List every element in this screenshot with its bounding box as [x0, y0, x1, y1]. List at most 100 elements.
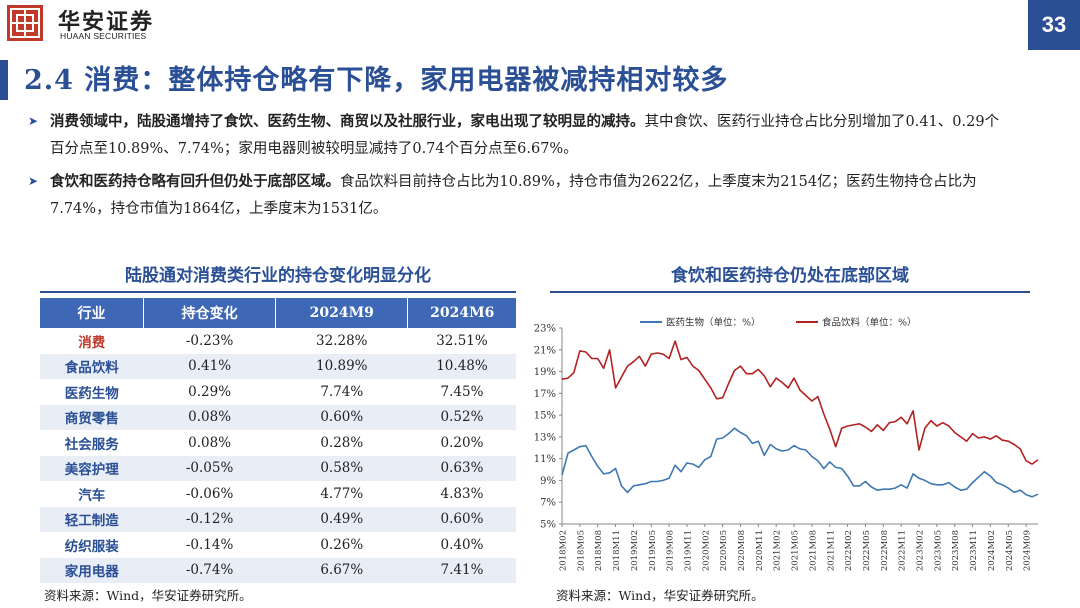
- cell-2024m9: 10.89%: [275, 353, 408, 379]
- chart-source: 资料来源：Wind，华安证券研究所。: [556, 588, 764, 603]
- table-row: 食品饮料 0.41% 10.89% 10.48%: [40, 353, 516, 379]
- table-row: 商贸零售 0.08% 0.60% 0.52%: [40, 404, 516, 430]
- table-header-row: 行业 持仓变化 2024M9 2024M6: [40, 298, 516, 328]
- brand-name: 华安证券: [58, 9, 155, 35]
- cell-2024m9: 0.60%: [275, 404, 408, 430]
- x-tick-label: 2023M08: [951, 530, 961, 571]
- table-source: 资料来源：Wind，华安证券研究所。: [44, 588, 252, 603]
- title-accent-bar: [0, 60, 8, 100]
- cell-2024m9: 4.77%: [320, 485, 364, 502]
- cell-industry: 家用电器: [40, 557, 144, 583]
- cell-2024m9: 0.49%: [275, 506, 408, 532]
- y-tick-label: 21%: [534, 345, 556, 356]
- cell-2024m6: 0.52%: [407, 404, 516, 430]
- col-header-industry: 行业: [40, 298, 145, 328]
- col-header-2024m9: 2024M9: [275, 298, 409, 328]
- cell-2024m6: 0.40%: [440, 536, 484, 553]
- cell-change: -0.14%: [185, 536, 234, 553]
- brand-name-en: HUAAN SECURITIES: [60, 31, 147, 41]
- table-row: 轻工制造 -0.12% 0.49% 0.60%: [40, 506, 516, 532]
- x-tick-label: 2019M05: [648, 530, 658, 571]
- cell-2024m9: 0.58%: [275, 455, 408, 481]
- x-tick-label: 2022M02: [844, 530, 854, 571]
- cell-change: 0.29%: [188, 383, 232, 400]
- x-tick-label: 2018M11: [612, 530, 622, 571]
- y-tick-label: 19%: [534, 367, 556, 378]
- bullet-arrow-icon: ➤: [28, 174, 39, 188]
- page-title: 2.4 消费：整体持仓略有下降，家用电器被减持相对较多: [24, 65, 729, 96]
- holdings-line-chart: 23% 21% 19% 17% 15% 13% 11% 9% 7% 5%2018M02 2018M0…: [534, 317, 1039, 571]
- cell-change: 0.41%: [143, 353, 276, 379]
- table-row: 医药生物 0.29% 7.74% 7.45%: [40, 379, 516, 405]
- table-title: 陆股通对消费类行业的持仓变化明显分化: [125, 266, 431, 286]
- x-tick-label: 2020M02: [701, 530, 711, 571]
- cell-2024m6: 7.45%: [440, 383, 484, 400]
- table-row: 纺织服装 -0.14% 0.26% 0.40%: [40, 532, 516, 558]
- x-tick-label: 2020M08: [737, 530, 747, 571]
- x-tick-label: 2021M02: [773, 530, 783, 571]
- x-tick-label: 2023M11: [969, 530, 979, 571]
- cell-industry: 纺织服装: [64, 538, 119, 555]
- cell-change: -0.12%: [143, 506, 276, 532]
- x-tick-label: 2021M05: [791, 530, 801, 571]
- series-line-food: [561, 340, 1039, 465]
- holdings-table: 行业 持仓变化 2024M9 2024M6 消费 -0.23% 32.28% 3…: [40, 298, 516, 583]
- cell-2024m9: 6.67%: [275, 557, 408, 583]
- cell-industry: 商贸零售: [40, 404, 144, 430]
- x-tick-label: 2020M11: [755, 530, 765, 571]
- col-header-2024m6: 2024M6: [407, 298, 516, 328]
- cell-2024m9: 0.28%: [320, 434, 364, 451]
- cell-2024m9: 7.74%: [320, 383, 364, 400]
- cell-2024m6: 7.41%: [407, 557, 516, 583]
- logo: [6, 4, 44, 42]
- bullet-arrow-icon: ➤: [28, 114, 39, 128]
- cell-2024m6: 0.63%: [407, 455, 516, 481]
- chart-title-underline: [550, 291, 1030, 293]
- y-tick-label: 5%: [540, 520, 556, 531]
- bullet-1-text: 其中食饮、医药行业持仓占比分别增加了0.41、0.29个百分点至10.89%、7…: [50, 114, 1000, 157]
- cell-2024m9: 0.26%: [320, 536, 364, 553]
- cell-industry: 医药生物: [64, 385, 119, 402]
- x-tick-label: 2020M05: [719, 530, 729, 571]
- cell-2024m6: 10.48%: [407, 353, 516, 379]
- col-header-change: 持仓变化: [143, 298, 277, 328]
- y-tick-label: 9%: [540, 476, 556, 487]
- x-tick-label: 2022M05: [862, 530, 872, 571]
- cell-industry: 食品饮料: [40, 353, 144, 379]
- cell-change: 0.08%: [188, 434, 232, 451]
- y-tick-label: 13%: [534, 432, 556, 443]
- y-tick-label: 7%: [540, 498, 556, 509]
- x-tick-label: 2023M05: [933, 530, 943, 571]
- x-tick-label: 2018M08: [594, 530, 604, 571]
- y-tick-label: 15%: [534, 411, 556, 422]
- cell-industry: 美容护理: [40, 455, 144, 481]
- x-tick-label: 2019M11: [683, 530, 693, 571]
- bullet-2-bold: 食饮和医药持仓略有回升但仍处于底部区域。: [50, 173, 340, 190]
- x-tick-label: 2023M02: [916, 530, 926, 571]
- table-title-underline: [40, 291, 516, 293]
- x-tick-label: 2022M11: [898, 530, 908, 571]
- cell-2024m9: 32.28%: [316, 332, 368, 349]
- bullet-1-bold: 消费领域中，陆股通增持了食饮、医药生物、商贸以及社服行业，家电出现了较明显的减持…: [50, 113, 645, 130]
- bullet-2-text: 食品饮料目前持仓占比为10.89%，持仓市值为2622亿，上季度末为2154亿；…: [50, 174, 977, 217]
- x-tick-label: 2024M02: [987, 530, 997, 571]
- x-tick-label: 2022M08: [880, 530, 890, 571]
- x-tick-label: 2021M11: [826, 530, 836, 571]
- y-tick-label: 17%: [534, 389, 556, 400]
- cell-change: -0.06%: [185, 485, 234, 502]
- chart-title: 食饮和医药持仓仍处在底部区域: [671, 266, 909, 286]
- x-tick-label: 2024M09: [1023, 530, 1033, 571]
- cell-change: 0.08%: [143, 404, 276, 430]
- series-line-pharma: [561, 427, 1039, 498]
- page-number: 33: [1028, 0, 1080, 50]
- x-tick-label: 2019M08: [666, 530, 676, 571]
- cell-industry: 汽车: [78, 487, 106, 504]
- cell-industry: 消费: [78, 334, 106, 351]
- table-row: 汽车 -0.06% 4.77% 4.83%: [40, 481, 516, 507]
- cell-2024m6: 0.60%: [407, 506, 516, 532]
- cell-2024m6: 32.51%: [436, 332, 488, 349]
- cell-2024m6: 0.20%: [440, 434, 484, 451]
- table-row: 家用电器 -0.74% 6.67% 7.41%: [40, 557, 516, 583]
- x-tick-label: 2019M02: [630, 530, 640, 571]
- legend-label: 食品饮料（单位：%）: [822, 317, 917, 329]
